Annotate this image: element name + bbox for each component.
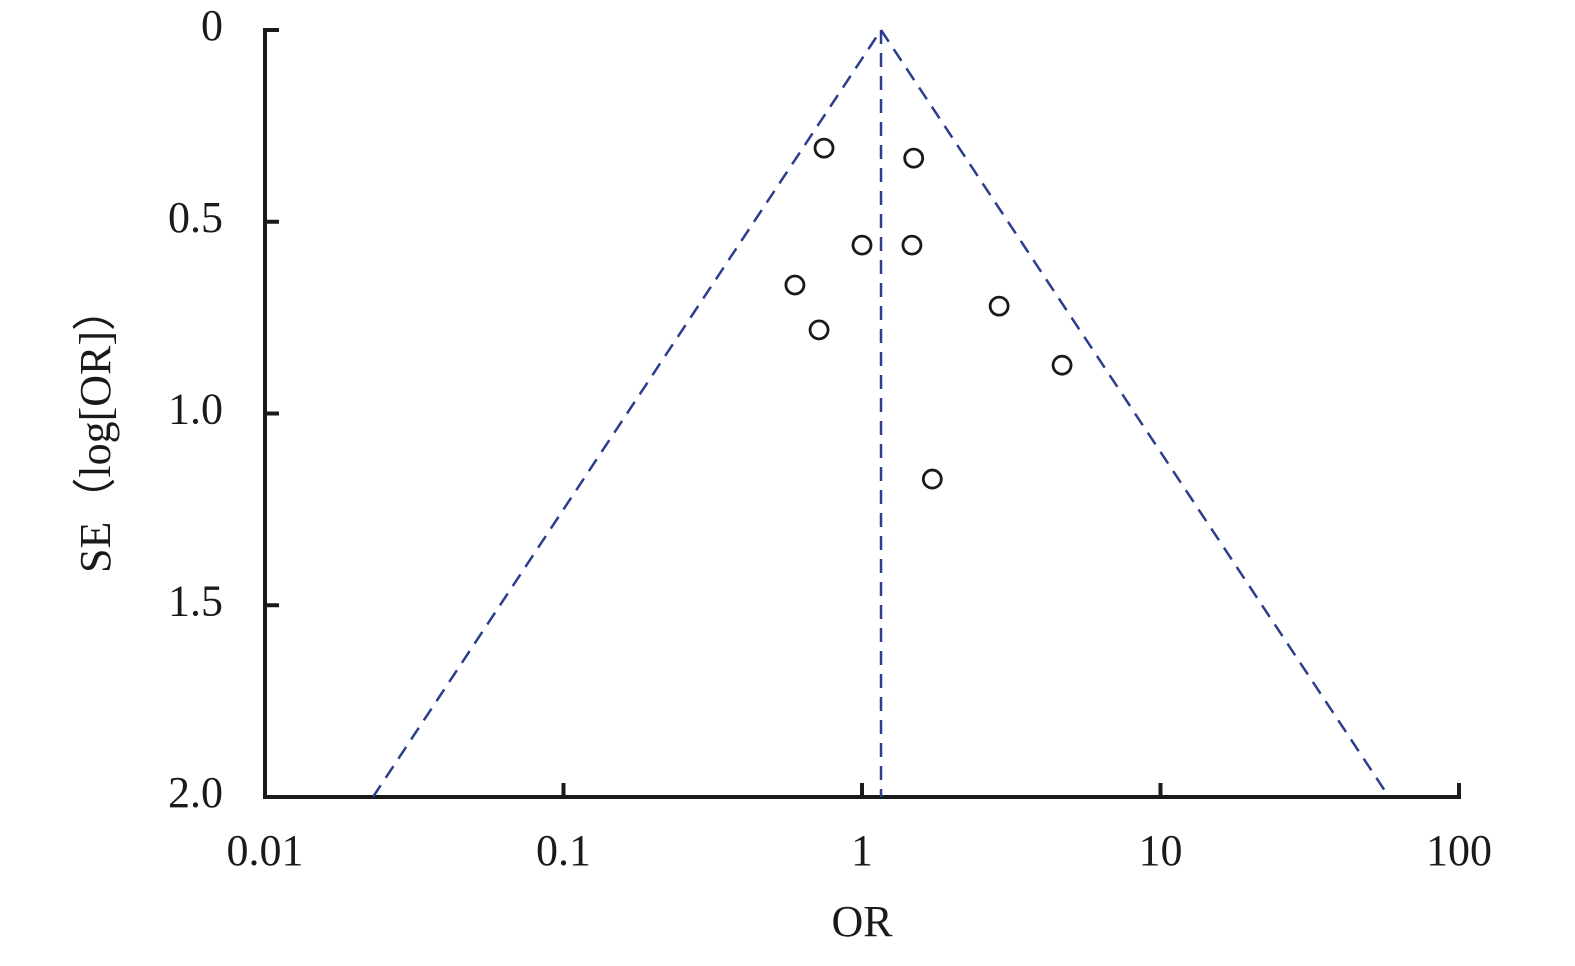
x-tick-label: 1 xyxy=(851,826,873,875)
study-point xyxy=(813,137,835,159)
study-point xyxy=(921,468,943,490)
study-point xyxy=(851,234,873,256)
y-tick-label: 0 xyxy=(201,1,223,50)
study-point xyxy=(1051,354,1073,376)
x-tick-label: 0.01 xyxy=(227,826,304,875)
y-tick-label: 0.5 xyxy=(168,193,223,242)
study-point xyxy=(988,295,1010,317)
x-tick-label: 100 xyxy=(1426,826,1492,875)
y-tick-label: 1.0 xyxy=(168,385,223,434)
study-point xyxy=(808,319,830,341)
y-tick-label: 1.5 xyxy=(168,576,223,625)
x-tick-label: 0.1 xyxy=(536,826,591,875)
study-point xyxy=(784,274,806,296)
y-tick-label: 2.0 xyxy=(168,768,223,817)
x-tick-label: 10 xyxy=(1139,826,1183,875)
study-point xyxy=(901,234,923,256)
funnel-line xyxy=(371,27,1391,798)
y-axis-label: SE（log[OR]） xyxy=(71,287,120,573)
study-point xyxy=(903,147,925,169)
x-axis-label: OR xyxy=(831,897,893,946)
